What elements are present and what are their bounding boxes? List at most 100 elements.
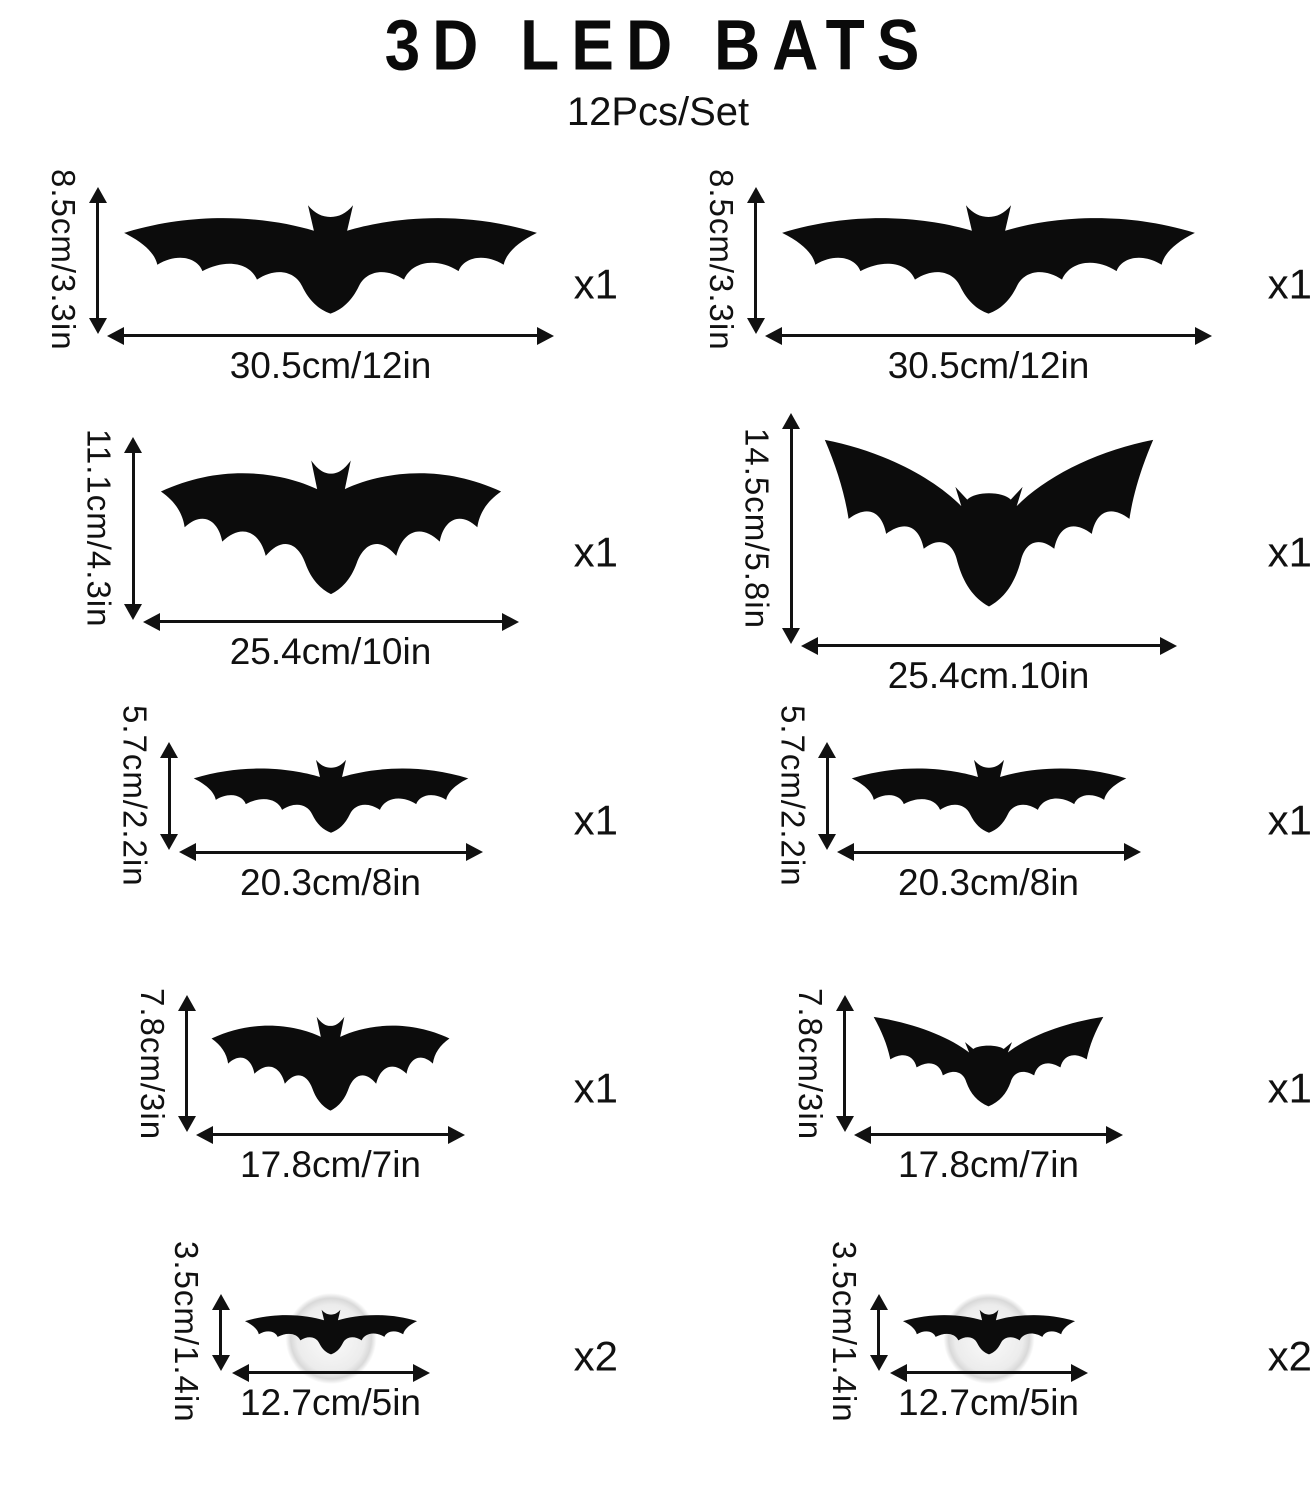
set-count-label: 12Pcs/Set (566, 90, 750, 134)
height-arrow-icon (754, 200, 757, 320)
bat-silhouette-icon (851, 759, 1126, 833)
column-right: 8.5cm/3.3in 30.5cm/12in x1 14.5cm/5.8in … (658, 160, 1316, 1500)
bat-size-item: 3.5cm/1.4in 12.7cm/5in x2 (658, 1232, 1316, 1500)
bat-wrap (847, 757, 1131, 837)
width-arrow-icon (211, 1133, 450, 1136)
bat-figure: 12.7cm/5in (240, 1292, 421, 1424)
height-measurement: 14.5cm/5.8in (738, 426, 811, 630)
bat-figure: 20.3cm/8in (189, 757, 473, 904)
bat-size-item: 8.5cm/3.3in 30.5cm/12in x1 (0, 160, 658, 428)
bat-figure: 12.7cm/5in (898, 1292, 1079, 1424)
quantity-label: x1 (573, 528, 618, 576)
bat-wrap (864, 1010, 1113, 1119)
quantity-label: x1 (1267, 1064, 1312, 1112)
bat-wrap (189, 757, 473, 837)
bat-size-item: 5.7cm/2.2in 20.3cm/8in x1 (658, 696, 1316, 964)
bat-figure: 20.3cm/8in (847, 757, 1131, 904)
quantity-label: x2 (573, 1332, 618, 1380)
height-label: 5.7cm/2.2in (774, 705, 812, 887)
width-arrow-icon (246, 1371, 415, 1374)
width-label: 25.4cm.10in (887, 655, 1090, 696)
height-measurement: 3.5cm/1.4in (167, 1241, 240, 1423)
width-label: 20.3cm/8in (898, 861, 1079, 903)
width-label: 30.5cm/12in (229, 345, 432, 386)
bat-silhouette-icon (160, 460, 501, 595)
width-arrow-icon (869, 1133, 1108, 1136)
height-label: 3.5cm/1.4in (168, 1241, 205, 1423)
width-arrow-icon (193, 850, 468, 854)
bat-size-item: 14.5cm/5.8in 25.4cm.10in x1 (658, 426, 1316, 697)
quantity-label: x1 (573, 1064, 618, 1112)
bat-silhouette-icon (873, 1016, 1104, 1107)
bat-size-item: 8.5cm/3.3in 30.5cm/12in x1 (658, 160, 1316, 428)
height-measurement: 8.5cm/3.3in (44, 169, 117, 351)
bat-wrap (900, 1292, 1078, 1385)
height-label: 8.5cm/3.3in (703, 169, 740, 351)
bat-silhouette-icon (211, 1016, 450, 1111)
bat-size-item: 11.1cm/4.3in 25.4cm/10in x1 (0, 428, 658, 696)
width-arrow-icon (904, 1371, 1073, 1374)
width-arrow-icon (851, 850, 1126, 854)
bat-size-item: 7.8cm/3in 17.8cm/7in x1 (658, 964, 1316, 1232)
height-label: 3.5cm/1.4in (826, 1241, 863, 1423)
height-label: 11.1cm/4.3in (80, 428, 118, 628)
height-measurement: 7.8cm/3in (791, 988, 864, 1140)
bat-figure: 30.5cm/12in (117, 201, 544, 387)
height-measurement: 8.5cm/3.3in (702, 169, 775, 351)
bat-silhouette-icon (193, 759, 468, 833)
bat-silhouette-icon (124, 205, 537, 314)
height-arrow-icon (185, 1009, 188, 1119)
bat-size-item: 7.8cm/3in 17.8cm/7in x1 (0, 964, 658, 1232)
width-arrow-icon (780, 334, 1197, 337)
height-arrow-icon (825, 756, 829, 836)
bat-wrap (811, 427, 1167, 630)
height-label: 5.7cm/2.2in (116, 705, 154, 887)
width-arrow-icon (122, 334, 539, 337)
height-measurement: 11.1cm/4.3in (80, 428, 153, 628)
bat-figure: 25.4cm.10in (811, 427, 1167, 697)
height-label: 7.8cm/3in (134, 987, 171, 1141)
height-label: 14.5cm/5.8in (738, 427, 776, 629)
height-arrow-icon (131, 450, 135, 606)
bat-silhouette-icon (244, 1309, 417, 1355)
bat-size-item: 3.5cm/1.4in 12.7cm/5in x2 (0, 1232, 658, 1500)
height-arrow-icon (96, 200, 99, 320)
bat-silhouette-icon (782, 205, 1195, 314)
height-measurement: 7.8cm/3in (133, 988, 206, 1140)
height-measurement: 5.7cm/2.2in (774, 705, 847, 887)
height-arrow-icon (843, 1009, 846, 1119)
quantity-label: x1 (1267, 796, 1312, 844)
bat-silhouette-icon (902, 1309, 1075, 1355)
bat-wrap (206, 1010, 455, 1119)
height-label: 7.8cm/3in (792, 987, 829, 1141)
quantity-label: x1 (1267, 528, 1312, 576)
quantity-label: x1 (1267, 260, 1312, 308)
bat-figure: 17.8cm/7in (206, 1010, 455, 1186)
height-arrow-icon (167, 756, 171, 836)
product-title: 3D LED BATS (384, 4, 932, 86)
bat-wrap (775, 201, 1202, 320)
width-label: 17.8cm/7in (898, 1144, 1079, 1185)
height-measurement: 3.5cm/1.4in (825, 1241, 898, 1423)
bat-figure: 17.8cm/7in (864, 1010, 1113, 1186)
width-label: 12.7cm/5in (240, 1382, 421, 1423)
quantity-label: x1 (573, 796, 618, 844)
width-arrow-icon (157, 620, 504, 623)
bat-wrap (153, 451, 509, 606)
column-left: 8.5cm/3.3in 30.5cm/12in x1 11.1cm/4.3in … (0, 160, 658, 1500)
width-arrow-icon (815, 644, 1162, 647)
height-arrow-icon (877, 1307, 880, 1357)
width-label: 25.4cm/10in (229, 631, 432, 672)
height-measurement: 5.7cm/2.2in (116, 705, 189, 887)
bat-figure: 25.4cm/10in (153, 451, 509, 673)
width-label: 17.8cm/7in (240, 1144, 421, 1185)
bat-wrap (117, 201, 544, 320)
height-label: 8.5cm/3.3in (45, 169, 82, 351)
header: 3D LED BATS 12Pcs/Set (0, 0, 1316, 160)
bat-silhouette-icon (824, 439, 1153, 607)
height-arrow-icon (789, 426, 793, 630)
width-label: 12.7cm/5in (898, 1382, 1079, 1423)
bat-figure: 30.5cm/12in (775, 201, 1202, 387)
size-chart-grid: 8.5cm/3.3in 30.5cm/12in x1 11.1cm/4.3in … (0, 160, 1316, 1500)
quantity-label: x1 (573, 260, 618, 308)
